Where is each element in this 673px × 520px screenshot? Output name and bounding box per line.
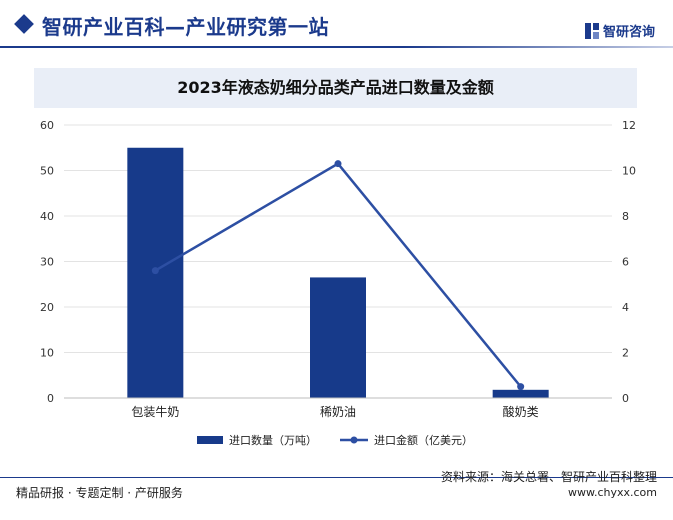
footer-divider [0,477,673,478]
y-left-tick-label: 40 [40,210,54,223]
chart-title: 2023年液态奶细分品类产品进口数量及金额 [177,78,494,97]
legend-line-marker [350,436,358,444]
header-diamond-icon [14,14,34,34]
header-title: 智研产业百科—产业研究第一站 [42,15,329,39]
zhiyan-logo-icon [584,22,599,39]
y-right-tick-label: 0 [622,392,629,405]
line-point [517,383,525,391]
footer-tagline: 精品研报 · 专题定制 · 产研服务 [16,486,183,500]
header-divider [0,46,673,48]
footer-source: 资料来源：海关总署、智研产业百科整理 [440,470,657,484]
legend-bar-swatch [197,436,223,444]
y-right-tick-label: 8 [622,210,629,223]
chart-title-band: 2023年液态奶细分品类产品进口数量及金额 [34,68,637,108]
footer-url: www.chyxx.com [567,486,657,499]
legend-line-label: 进口金额（亿美元） [374,433,473,447]
y-right-tick-label: 6 [622,256,629,269]
y-left-tick-label: 20 [40,301,54,314]
brand-name: 智研咨询 [602,25,655,40]
x-tick-label: 包装牛奶 [131,404,179,419]
y-left-tick-label: 50 [40,165,54,178]
y-right-tick-label: 2 [622,347,629,360]
x-tick-label: 酸奶类 [503,404,539,419]
y-right-tick-label: 4 [622,301,629,314]
y-right-tick-label: 10 [622,165,636,178]
header: 智研产业百科—产业研究第一站 智研咨询 [0,0,673,58]
y-left-tick-label: 10 [40,347,54,360]
bar [492,389,549,398]
brand: 智研咨询 [584,21,655,40]
y-right-tick-label: 12 [622,119,636,132]
y-left-tick-label: 0 [47,392,54,405]
bar [310,277,366,398]
y-left-tick-label: 60 [40,119,54,132]
line-point [151,267,159,275]
legend-bar-label: 进口数量（万吨） [229,434,317,447]
chart: 0 10 20 30 40 50 60 0 2 4 6 8 10 12 包装牛奶 稀奶油 酸奶类进口数量（万吨）… [40,119,636,447]
line-point [334,160,342,168]
x-tick-label: 稀奶油 [320,405,356,419]
y-left-tick-label: 30 [40,256,54,269]
